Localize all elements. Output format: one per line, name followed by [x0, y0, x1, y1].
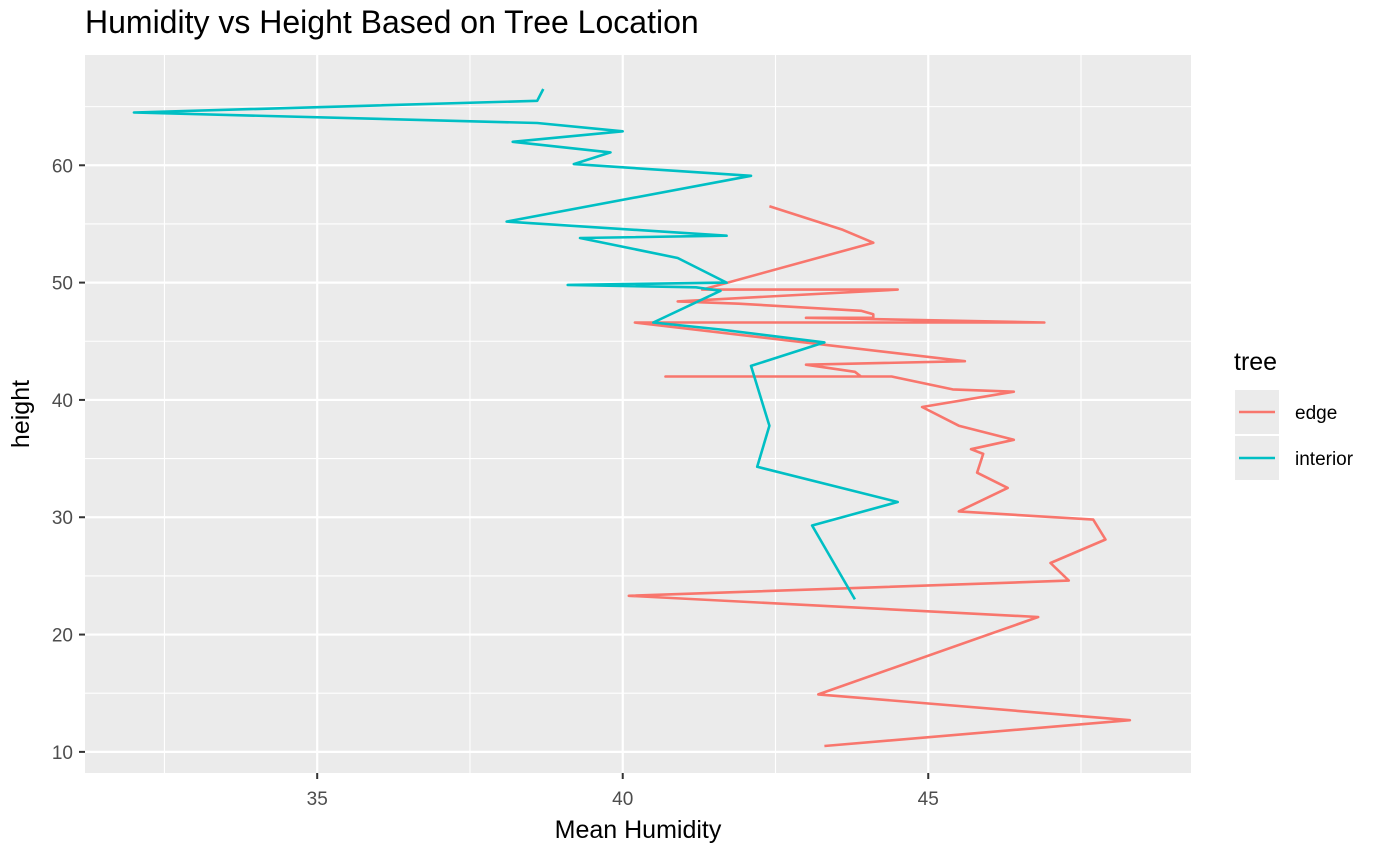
x-tick-label: 40: [612, 789, 633, 810]
minor-gridlines: [85, 55, 1191, 773]
y-tick-label: 60: [52, 156, 73, 177]
legend-item-edge: edge: [1235, 390, 1337, 434]
y-axis-title: height: [7, 380, 35, 448]
series-line-interior: [132, 88, 899, 601]
plot-panel: [85, 55, 1191, 773]
legend-title: tree: [1234, 348, 1277, 376]
y-tick-label: 40: [52, 391, 73, 412]
x-tick-label: 35: [307, 789, 328, 810]
x-tick-label: 45: [918, 789, 939, 810]
legend: tree edge interior: [1234, 348, 1354, 480]
y-tick-label: 20: [52, 626, 73, 647]
y-tick-label: 30: [52, 508, 73, 529]
x-axis-title: Mean Humidity: [555, 816, 722, 844]
axis-ticks: 35 40 45 10 20 30 40 50 60: [52, 156, 939, 810]
legend-label: edge: [1295, 403, 1337, 424]
chart-title: Humidity vs Height Based on Tree Locatio…: [85, 4, 699, 40]
y-tick-label: 50: [52, 274, 73, 295]
legend-label: interior: [1295, 449, 1354, 470]
y-tick-label: 10: [52, 743, 73, 764]
series-layer: [132, 88, 1132, 748]
series-line-edge: [627, 205, 1132, 748]
legend-item-interior: interior: [1235, 436, 1354, 480]
